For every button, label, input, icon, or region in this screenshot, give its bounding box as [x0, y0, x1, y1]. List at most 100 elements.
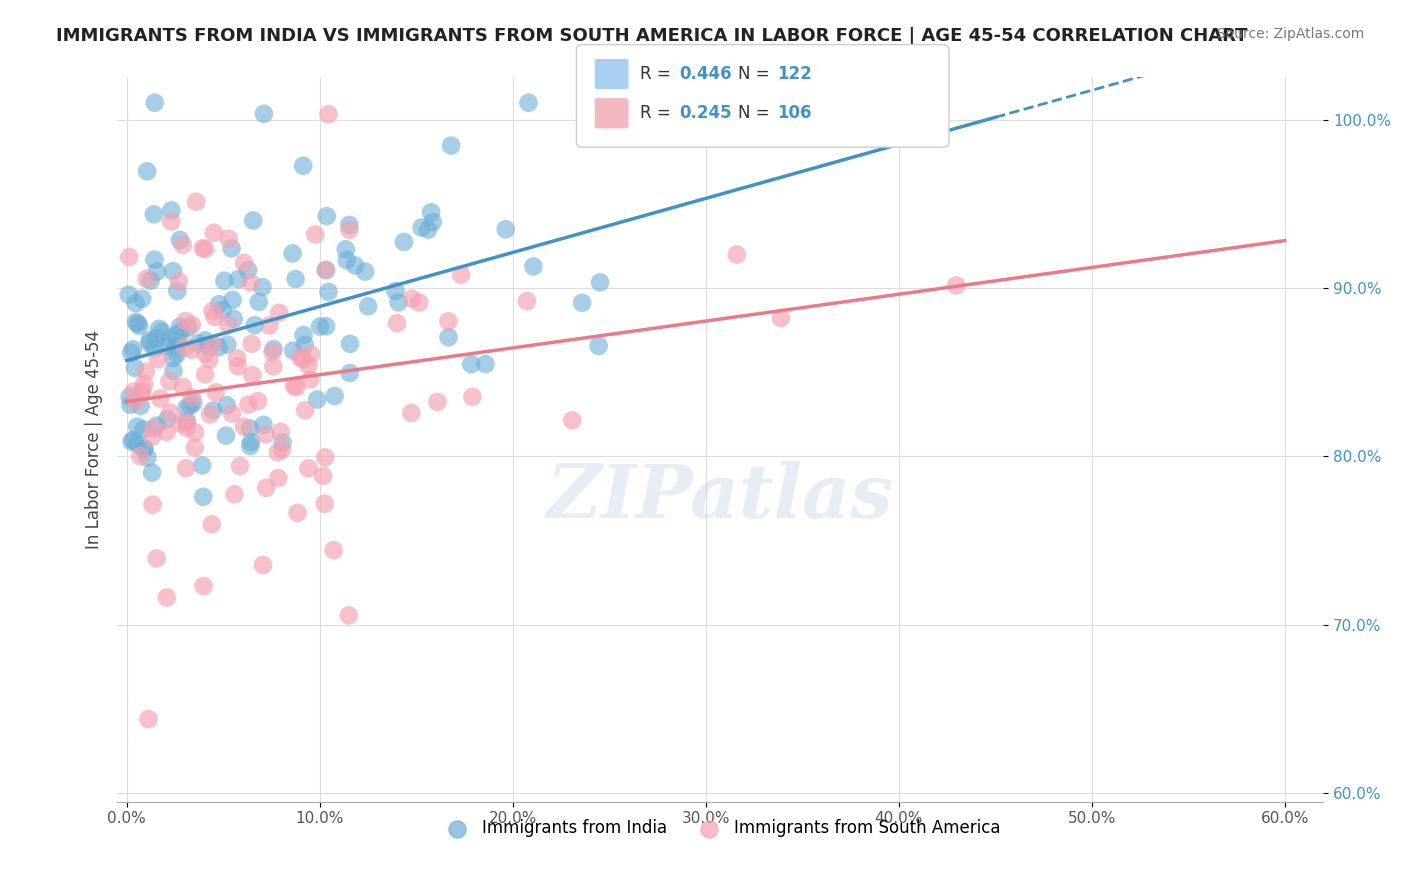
- Point: [127, 317, 149, 331]
- Point: [440, 138, 463, 153]
- Point: [172, 238, 194, 252]
- Point: [121, 434, 143, 449]
- Point: [450, 268, 472, 282]
- Point: [118, 390, 141, 404]
- Point: [145, 331, 167, 345]
- Point: [155, 425, 177, 439]
- Point: [217, 337, 239, 351]
- Point: [215, 428, 238, 442]
- Point: [247, 294, 270, 309]
- Point: [211, 302, 233, 317]
- Text: 122: 122: [778, 65, 813, 83]
- Point: [186, 194, 208, 209]
- Point: [166, 334, 188, 348]
- Point: [127, 419, 149, 434]
- Point: [139, 336, 162, 351]
- Point: [162, 351, 184, 365]
- Point: [143, 95, 166, 110]
- Point: [517, 95, 540, 110]
- Point: [221, 406, 243, 420]
- Point: [337, 218, 360, 232]
- Point: [139, 274, 162, 288]
- Point: [198, 352, 221, 367]
- Point: [411, 220, 433, 235]
- Point: [204, 310, 226, 324]
- Point: [132, 422, 155, 436]
- Point: [314, 450, 336, 465]
- Point: [139, 334, 162, 348]
- Point: [165, 328, 187, 343]
- Point: [460, 357, 482, 371]
- Point: [131, 385, 153, 400]
- Point: [179, 399, 201, 413]
- Point: [242, 368, 264, 383]
- Point: [263, 342, 285, 356]
- Point: [194, 242, 217, 256]
- Point: [401, 292, 423, 306]
- Point: [236, 263, 259, 277]
- Point: [297, 461, 319, 475]
- Point: [169, 417, 191, 431]
- Point: [318, 285, 340, 299]
- Point: [214, 274, 236, 288]
- Point: [243, 318, 266, 333]
- Point: [299, 347, 322, 361]
- Point: [336, 253, 359, 268]
- Point: [125, 394, 148, 409]
- Point: [202, 226, 225, 240]
- Point: [174, 461, 197, 475]
- Point: [262, 345, 284, 359]
- Point: [354, 265, 377, 279]
- Point: [323, 389, 346, 403]
- Text: Source: ZipAtlas.com: Source: ZipAtlas.com: [1216, 27, 1364, 41]
- Point: [201, 517, 224, 532]
- Point: [142, 421, 165, 435]
- Point: [233, 256, 256, 270]
- Point: [281, 246, 304, 260]
- Point: [193, 490, 215, 504]
- Point: [294, 403, 316, 417]
- Point: [408, 295, 430, 310]
- Point: [271, 442, 294, 457]
- Point: [315, 263, 337, 277]
- Point: [292, 352, 315, 367]
- Point: [318, 107, 340, 121]
- Point: [176, 414, 198, 428]
- Point: [269, 306, 291, 320]
- Point: [252, 280, 274, 294]
- Point: [226, 351, 249, 366]
- Point: [173, 340, 195, 354]
- Point: [198, 340, 221, 354]
- Point: [284, 272, 307, 286]
- Point: [298, 359, 321, 373]
- Point: [131, 384, 153, 398]
- Point: [191, 458, 214, 473]
- Point: [172, 380, 194, 394]
- Point: [181, 396, 204, 410]
- Point: [156, 412, 179, 426]
- Point: [222, 311, 245, 326]
- Point: [384, 284, 406, 298]
- Point: [135, 272, 157, 286]
- Point: [702, 115, 724, 129]
- Point: [174, 314, 197, 328]
- Point: [387, 295, 409, 310]
- Point: [136, 164, 159, 178]
- Point: [422, 215, 444, 229]
- Point: [571, 296, 593, 310]
- Point: [226, 359, 249, 374]
- Point: [184, 441, 207, 455]
- Point: [516, 294, 538, 309]
- Point: [180, 318, 202, 332]
- Text: ZIPatlas: ZIPatlas: [547, 461, 894, 533]
- Point: [201, 337, 224, 351]
- Point: [166, 284, 188, 298]
- Text: 0.446: 0.446: [679, 65, 731, 83]
- Point: [239, 439, 262, 453]
- Point: [252, 558, 274, 572]
- Point: [131, 292, 153, 306]
- Point: [945, 278, 967, 293]
- Point: [262, 359, 284, 374]
- Point: [194, 368, 217, 382]
- Point: [208, 340, 231, 354]
